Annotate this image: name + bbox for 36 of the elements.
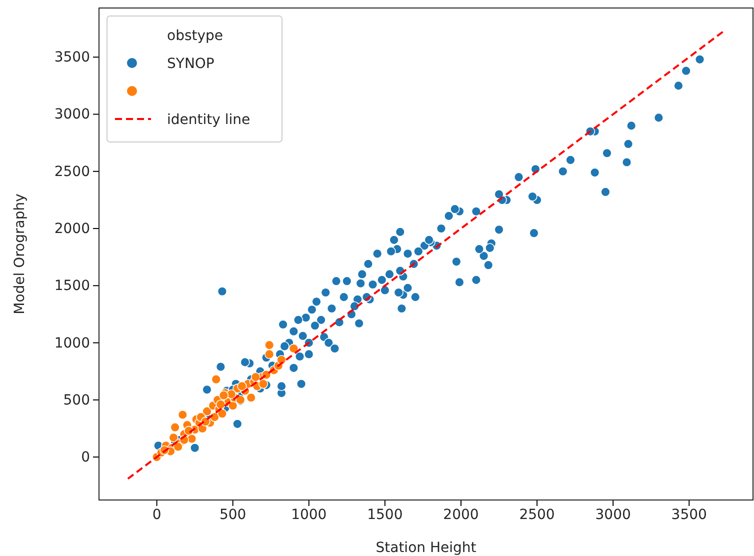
point — [264, 340, 274, 350]
point — [218, 390, 229, 400]
y-tick-label: 3500 — [54, 50, 90, 66]
point — [168, 432, 178, 442]
legend-label: identity line — [167, 112, 250, 128]
y-tick-label: 2000 — [54, 221, 90, 237]
y-tick-label: 2500 — [54, 164, 90, 180]
y-tick-label: 0 — [81, 450, 90, 466]
x-tick-label: 1500 — [367, 506, 403, 523]
point — [237, 381, 247, 392]
y-tick-label: 1000 — [54, 335, 90, 352]
point — [246, 392, 256, 402]
x-tick-label: 2000 — [443, 506, 479, 523]
y-tick-label: 500 — [63, 392, 90, 408]
x-tick-label: 0 — [152, 506, 162, 523]
point — [173, 442, 183, 452]
point — [170, 422, 180, 432]
point — [250, 372, 260, 382]
x-tick-label: 3000 — [595, 506, 631, 523]
point — [216, 400, 226, 410]
point — [211, 374, 221, 384]
legend-title: obstype — [167, 28, 224, 44]
legend-label: SYNOP — [167, 56, 214, 72]
point — [264, 349, 274, 360]
point — [217, 408, 228, 418]
x-tick-label: 500 — [219, 506, 246, 523]
y-tick-label: 1500 — [54, 278, 90, 294]
point — [258, 379, 268, 389]
x-tick-label: 3500 — [671, 506, 707, 523]
y-axis-title: Model Orography — [12, 194, 28, 314]
point — [288, 344, 299, 354]
x-axis-title: Station Height — [376, 540, 477, 556]
point — [178, 410, 188, 420]
x-tick-label: 2500 — [519, 506, 555, 523]
x-tick-label: 1000 — [291, 506, 327, 523]
y-tick-label: 3000 — [54, 106, 90, 123]
